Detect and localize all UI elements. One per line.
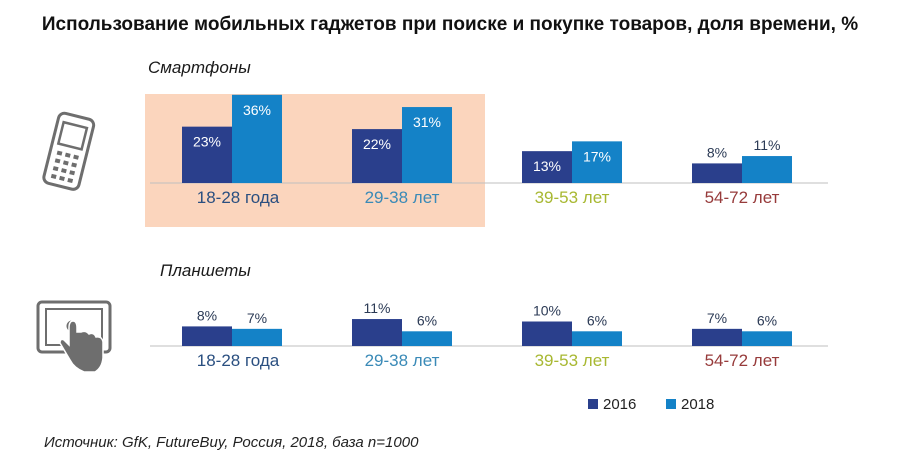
category-label: 18-28 года — [197, 188, 280, 207]
bar-label-2016-0: 8% — [197, 307, 217, 323]
panel-1: Планшеты 8% 7% 18-28 года 11% 6% 29-38 лет 10% 6… — [150, 261, 828, 370]
bar-2016-3 — [692, 163, 742, 183]
bar-label-2018-1: 31% — [413, 114, 441, 130]
bar-2018-0 — [232, 328, 282, 346]
category-label: 39-53 лет — [535, 188, 610, 207]
bar-2016-1 — [352, 319, 402, 346]
category-label: 29-38 лет — [365, 188, 440, 207]
bar-label-2018-0: 7% — [247, 310, 267, 326]
bar-2018-2 — [572, 141, 622, 183]
legend-label-2016: 2016 — [603, 396, 636, 413]
bar-label-2018-2: 6% — [587, 312, 607, 328]
bar-2018-3 — [742, 331, 792, 346]
bar-2016-2 — [522, 151, 572, 183]
bar-label-2016-2: 13% — [533, 158, 561, 174]
bar-2018-3 — [742, 156, 792, 183]
panel-0: Смартфоны 23% 36% 18-28 года 22% 31% 29-38 лет… — [148, 58, 828, 207]
smartphone-icon — [42, 111, 96, 191]
legend-swatch-2018 — [666, 399, 676, 409]
legend: 2016 2018 — [588, 396, 714, 413]
category-label: 18-28 года — [197, 351, 280, 370]
bar-2018-2 — [572, 331, 622, 346]
bar-label-2016-3: 8% — [707, 144, 727, 160]
bar-2018-0 — [232, 94, 282, 183]
bar-label-2016-1: 11% — [364, 300, 391, 316]
category-label: 54-72 лет — [705, 351, 780, 370]
bar-2016-0 — [182, 126, 232, 183]
category-label: 39-53 лет — [535, 351, 610, 370]
legend-swatch-2016 — [588, 399, 598, 409]
bar-label-2016-2: 10% — [533, 303, 561, 319]
panel-title: Планшеты — [160, 261, 251, 280]
bar-label-2016-0: 23% — [193, 134, 221, 150]
bar-2016-0 — [182, 326, 232, 346]
bar-label-2016-3: 7% — [707, 310, 727, 326]
bar-label-2018-1: 6% — [417, 312, 437, 328]
source-note: Источник: GfK, FutureBuy, Россия, 2018, … — [44, 434, 419, 451]
bar-label-2018-0: 36% — [243, 102, 271, 118]
chart-title: Использование мобильных гаджетов при пои… — [41, 14, 859, 35]
bar-2016-2 — [522, 321, 572, 346]
bar-label-2018-2: 17% — [583, 148, 611, 164]
tablet-icon — [36, 300, 112, 373]
bar-label-2018-3: 11% — [754, 137, 781, 153]
category-label: 29-38 лет — [365, 351, 440, 370]
bar-2018-1 — [402, 107, 452, 183]
panel-title: Смартфоны — [148, 58, 251, 77]
legend-label-2018: 2018 — [681, 396, 714, 413]
bar-2016-3 — [692, 328, 742, 346]
bar-label-2016-1: 22% — [363, 136, 391, 152]
bar-2016-1 — [352, 129, 402, 183]
bar-2018-1 — [402, 331, 452, 346]
bar-label-2018-3: 6% — [757, 312, 777, 328]
category-label: 54-72 лет — [705, 188, 780, 207]
